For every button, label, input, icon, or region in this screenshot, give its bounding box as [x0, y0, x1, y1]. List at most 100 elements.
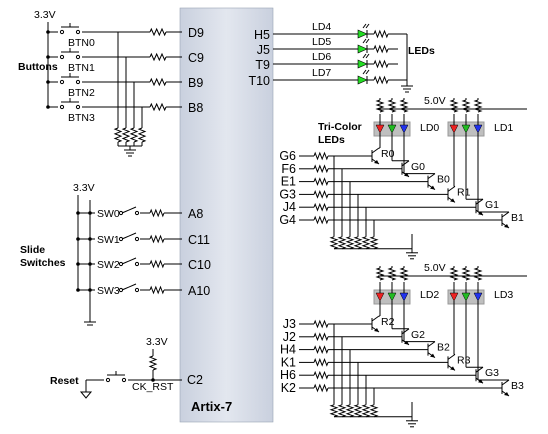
resistor-icon: [449, 267, 459, 281]
resistor-icon: [149, 259, 165, 269]
switches-supply-label: 3.3V: [73, 182, 95, 194]
rgb-led-diode-icon: [461, 292, 471, 302]
led-label: LD7: [312, 67, 331, 79]
resistor-icon: [313, 190, 329, 199]
resistor-icon: [361, 404, 371, 418]
resistor-icon: [113, 127, 123, 143]
npn-transistor-icon: [475, 366, 484, 384]
switch-label: SW2: [97, 259, 120, 271]
fpga-chip: [179, 7, 274, 423]
rgb-pin: H6: [280, 368, 296, 382]
rgb-led-diode-icon: [449, 124, 459, 134]
led-label: LD6: [312, 51, 331, 63]
ground-icon: [401, 85, 413, 93]
button-pin: B8: [188, 101, 203, 115]
rgb-top-supply-label: 5.0V: [424, 95, 446, 107]
led-pin: J5: [257, 43, 270, 57]
buttons-supply-label: 3.3V: [34, 9, 56, 21]
ground-icon: [406, 252, 418, 260]
transistor-label: R3: [457, 354, 471, 366]
rgb-led-diode-icon: [449, 292, 459, 302]
wiring: [47, 22, 527, 392]
rgb-led-diode-icon: [399, 124, 409, 134]
resistor-icon: [387, 267, 397, 281]
push-button-icon: [59, 73, 81, 85]
resistor-icon: [399, 267, 409, 281]
resistor-icon: [129, 127, 139, 143]
led-label: LD5: [312, 36, 331, 48]
npn-transistor-icon: [401, 328, 410, 346]
rgb-led-diode-icon: [387, 124, 397, 134]
led-icon: [357, 23, 370, 39]
npn-transistor-icon: [371, 147, 380, 165]
resistor-icon: [149, 52, 167, 62]
resistor-icon: [313, 383, 329, 393]
npn-transistor-icon: [401, 160, 410, 178]
button-label: BTN2: [68, 87, 95, 99]
led-pin: T10: [248, 74, 270, 88]
reset-supply-label: 3.3V: [146, 336, 168, 348]
switch-pin: A8: [188, 207, 203, 221]
resistor-icon: [149, 234, 165, 244]
transistor-label: R0: [381, 148, 395, 160]
transistor-label: B2: [437, 342, 450, 354]
reset-label: Reset: [50, 375, 79, 387]
switch-label: SW3: [97, 285, 120, 297]
rgb-led-diode-icon: [375, 124, 385, 134]
rgb-pin: G3: [279, 187, 296, 201]
resistor-icon: [137, 127, 147, 143]
rgb-pin: J3: [283, 317, 296, 331]
npn-transistor-icon: [501, 211, 510, 229]
led-icon: [357, 53, 370, 69]
junction-dot: [88, 288, 92, 292]
rgb-pin: G6: [279, 149, 296, 163]
transistor-label: G0: [411, 161, 425, 173]
resistor-icon: [313, 345, 329, 354]
button-label: BTN0: [68, 37, 95, 49]
resistor-icon: [353, 236, 363, 250]
resistor-icon: [369, 236, 379, 250]
resistor-icon: [461, 267, 471, 281]
transistor-label: G3: [485, 367, 499, 379]
rgb-led-label: LD1: [494, 122, 513, 134]
npn-transistor-icon: [501, 379, 510, 397]
ground-icon: [406, 420, 418, 428]
resistor-icon: [329, 236, 339, 250]
rgb-pin: K2: [281, 381, 296, 395]
resistor-icon: [313, 370, 329, 380]
transistor-label: G2: [411, 329, 425, 341]
switch-pin: A10: [188, 284, 210, 298]
resistor-icon: [313, 332, 329, 342]
resistor-icon: [375, 99, 385, 113]
fpga-chip-label: Artix-7: [191, 399, 232, 414]
resistor-icon: [461, 99, 471, 113]
npn-transistor-icon: [371, 315, 380, 333]
resistor-icon: [313, 202, 329, 212]
resistor-icon: [313, 215, 329, 225]
rgb-pin: J2: [283, 330, 296, 344]
button-pin: D9: [188, 26, 204, 40]
switch-label: SW0: [97, 208, 120, 220]
leds-group-label: LEDs: [408, 45, 435, 57]
resistor-icon: [361, 236, 371, 250]
switch-pin: C11: [188, 233, 210, 247]
button-label: BTN1: [68, 62, 95, 74]
push-button-icon: [105, 371, 127, 383]
resistor-icon: [369, 404, 379, 418]
slide-switches-label-1: Slide: [20, 244, 45, 256]
rgb-led-label: LD3: [494, 289, 513, 301]
led-pin: T9: [255, 58, 270, 72]
ground-icon: [79, 391, 93, 399]
junction-dot: [151, 378, 155, 382]
reset-pin: C2: [187, 373, 203, 387]
ground-icon: [124, 149, 136, 157]
button-pin: C9: [188, 51, 204, 65]
push-button-icon: [59, 48, 81, 60]
switch-label: SW1: [97, 234, 120, 246]
resistor-icon: [149, 285, 165, 295]
button-label: BTN3: [68, 112, 95, 124]
rgb-led-diode-icon: [473, 124, 483, 134]
resistor-icon: [473, 267, 483, 281]
resistor-icon: [449, 99, 459, 113]
